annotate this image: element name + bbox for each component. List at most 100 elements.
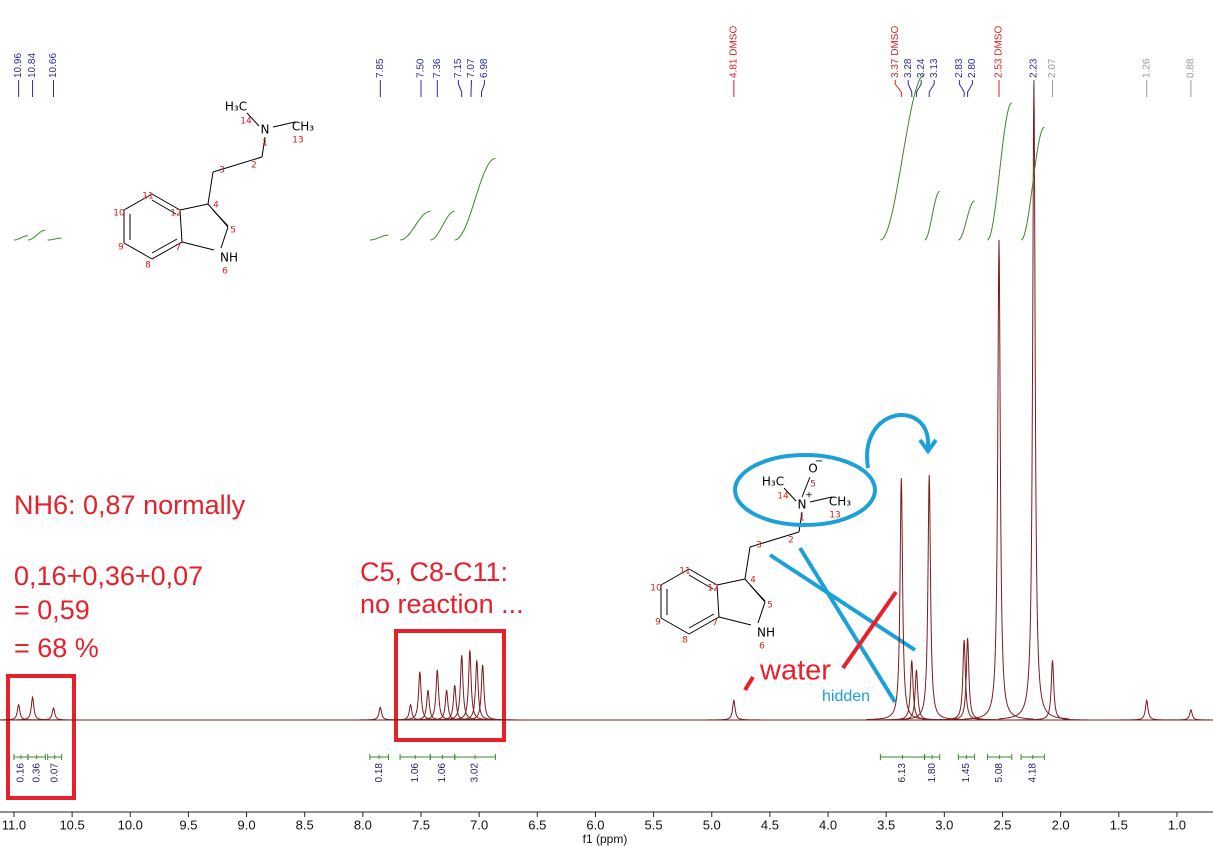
bond [246,112,260,127]
atom-label: H₃C [225,100,247,114]
bond [123,193,153,211]
bond [123,242,153,260]
annotation: no reaction ... [360,589,524,619]
atom-label: 11 [679,567,690,577]
integral-curve [880,74,925,241]
peak-label: 7.85 [375,58,386,78]
atom-label: 13 [829,511,840,521]
x-tick-label: 4.5 [761,817,779,832]
atom-label: 2 [251,161,257,171]
atom-label: 8 [682,636,688,646]
annotation: = 68 % [14,633,99,663]
bond [749,531,800,548]
integral-label: 5.08 [994,763,1005,783]
bond [757,601,766,624]
atom-label: 7 [175,244,181,254]
atom-label: 11 [142,192,153,202]
peak [447,664,518,721]
atom-label: 1 [799,514,805,524]
highlight-box [6,674,76,800]
bond [151,238,178,254]
integral-bracket [369,754,389,760]
bond [261,136,266,158]
x-tick-label: 5.0 [703,817,721,832]
atom-label: 4 [750,576,756,586]
bond [220,226,229,249]
bond [809,496,833,503]
peak-label-connector [480,80,485,97]
atom-label: 5 [767,601,773,611]
atom-label: 2 [788,536,794,546]
atom-label: CH₃ [829,495,851,509]
atom-label: O [808,462,817,476]
peak-label: 7.36 [432,58,443,78]
peak-label: 3.24 [916,58,927,78]
x-tick-label: 6.5 [528,817,546,832]
atom-label: 14 [777,492,789,502]
x-tick-label: 4.0 [819,817,837,832]
x-tick-label: 5.5 [645,817,663,832]
x-tick-label: 6.0 [586,817,604,832]
atom-label: 5 [810,480,816,490]
integral-curve [27,229,46,241]
integral-bracket [879,754,926,760]
integral-curve [400,210,431,241]
peak [18,706,89,721]
peak [0,695,68,721]
peak-label: 6.98 [479,58,490,78]
x-tick-label: 3.0 [935,817,953,832]
bond [688,568,718,586]
integral-curve [13,235,28,241]
atom-label: 6 [759,642,765,652]
integral-label: 0.18 [374,763,385,783]
arrow [865,413,931,469]
bond [801,476,811,498]
atom-label: 9 [655,618,661,628]
atom-label: 10 [113,209,125,219]
peak-label-connector [907,80,913,97]
integral-curve [454,157,496,241]
peak-label: 3.13 [929,58,940,78]
x-tick-label: 8.0 [354,817,372,832]
x-tick-label: 10.5 [59,817,84,832]
atom-label: 12 [170,209,181,219]
pointer [743,675,755,692]
integral-curve [369,234,389,241]
peak-label: 7.50 [416,58,427,78]
bond [688,574,714,590]
peak [964,239,1034,720]
x-tick-label: 9.5 [179,817,197,832]
highlight-ellipse [733,453,877,527]
integral-bracket [1020,754,1045,760]
strike [798,546,897,704]
atom-label: 3 [756,541,762,551]
annotation: hidden [822,688,870,705]
integral-label: 4.18 [1027,763,1038,783]
integral-bracket [429,754,456,760]
bond [212,209,229,227]
integral-bracket [957,754,976,760]
bond [749,584,766,602]
peak-label: 10.66 [48,53,59,78]
bond [151,241,183,260]
annotation: C5, C8-C11: [360,557,508,587]
bond [783,487,797,502]
annotation: 0,16+0,36+0,07 [14,561,203,591]
peak-label-connector [967,80,973,97]
peak-label: 7.07 [466,58,477,78]
integral-label: 1.06 [410,763,421,783]
integral-curve [430,210,455,241]
x-tick-label: 8.5 [296,817,314,832]
integral-curve [1020,126,1045,241]
x-tick-label: 9.0 [238,817,256,832]
x-tick-label: 1.5 [1110,817,1128,832]
atom-label: − [815,456,823,467]
peak-label: 10.84 [27,53,38,78]
peak-label: 2.53 DMSO [994,26,1005,78]
bond [688,616,720,635]
atom-label: H₃C [762,475,784,489]
peak [1017,660,1088,721]
atom-label: N [798,498,807,512]
